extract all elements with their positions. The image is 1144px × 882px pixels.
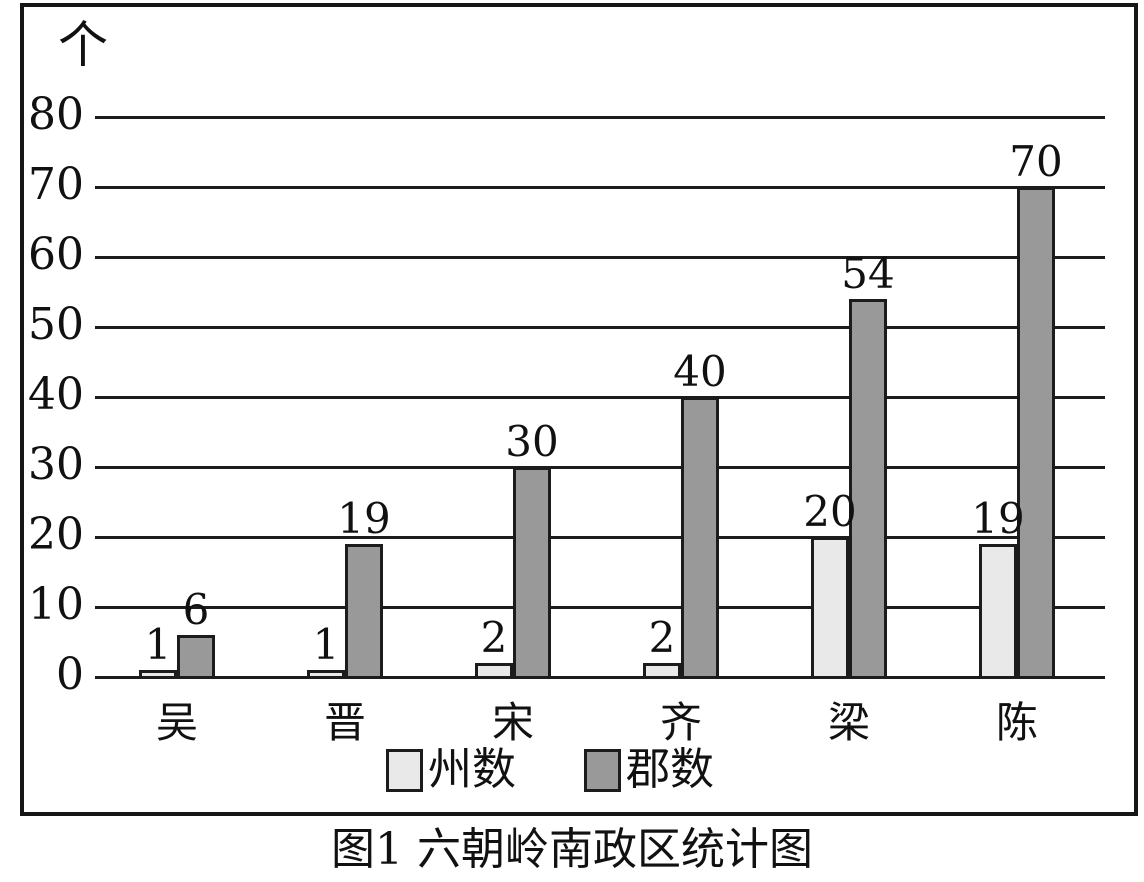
bar-州数-吴 [139,670,177,679]
gridline-20 [95,536,1105,539]
bar-郡数-齐 [681,397,719,679]
bar-郡数-梁 [849,299,887,679]
gridline-40 [95,396,1105,399]
gridline-50 [95,326,1105,329]
bar-郡数-吴 [177,635,215,679]
gridline-0 [95,676,1105,679]
category-label-吴: 吴 [155,698,198,747]
bar-value-label: 19 [971,494,1025,543]
y-tick-label-80: 80 [28,89,84,140]
y-tick-label-60: 60 [28,229,84,280]
bar-value-label: 2 [648,613,676,662]
gridline-30 [95,466,1105,469]
bar-value-label: 6 [182,585,210,634]
bar-州数-晋 [307,670,345,679]
chart-frame [20,3,1138,816]
bar-value-label: 1 [144,620,172,669]
category-label-陈: 陈 [995,698,1038,747]
bar-郡数-陈 [1017,187,1055,679]
bar-value-label: 2 [480,613,508,662]
y-tick-label-10: 10 [28,579,84,630]
category-label-晋: 晋 [323,698,366,747]
bar-州数-齐 [643,663,681,679]
y-tick-label-50: 50 [28,299,84,350]
bar-value-label: 1 [312,620,340,669]
legend-label-junshu: 郡数 [626,744,714,795]
y-axis-unit-label: 个 [58,16,108,74]
category-label-宋: 宋 [491,698,534,747]
gridline-80 [95,116,1105,119]
bar-value-label: 70 [1009,137,1063,186]
gridline-10 [95,606,1105,609]
legend-label-zhoushu: 州数 [428,744,516,795]
bar-value-label: 19 [337,494,391,543]
bar-州数-陈 [979,544,1017,679]
bar-value-label: 30 [505,417,559,466]
bar-value-label: 40 [673,347,727,396]
figure-caption: 图1 六朝岭南政区统计图 [331,824,813,875]
bar-郡数-宋 [513,467,551,679]
y-tick-label-0: 0 [56,649,84,700]
gridline-70 [95,186,1105,189]
y-tick-label-30: 30 [28,439,84,490]
legend: 州数 郡数 [386,748,714,792]
bar-州数-梁 [811,537,849,679]
gridline-60 [95,256,1105,259]
category-label-齐: 齐 [659,698,702,747]
bar-郡数-晋 [345,544,383,679]
legend-swatch-junshu [584,748,621,792]
legend-swatch-zhoushu [386,748,423,792]
bar-州数-宋 [475,663,513,679]
y-tick-label-20: 20 [28,509,84,560]
bar-value-label: 20 [803,487,857,536]
category-label-梁: 梁 [827,698,870,747]
y-tick-label-40: 40 [28,369,84,420]
bar-value-label: 54 [841,249,895,298]
y-tick-label-70: 70 [28,159,84,210]
